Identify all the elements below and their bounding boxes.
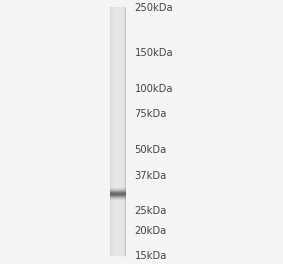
Text: 15kDa: 15kDa <box>134 251 167 261</box>
Text: 75kDa: 75kDa <box>134 109 167 119</box>
Text: 150kDa: 150kDa <box>134 48 173 58</box>
Text: 250kDa: 250kDa <box>134 3 173 13</box>
Text: 50kDa: 50kDa <box>134 145 167 155</box>
Text: 25kDa: 25kDa <box>134 206 167 216</box>
Bar <box>241 0 283 264</box>
Text: 100kDa: 100kDa <box>134 84 173 94</box>
Bar <box>0 0 110 264</box>
Text: 37kDa: 37kDa <box>134 171 167 181</box>
Text: 20kDa: 20kDa <box>134 226 167 236</box>
